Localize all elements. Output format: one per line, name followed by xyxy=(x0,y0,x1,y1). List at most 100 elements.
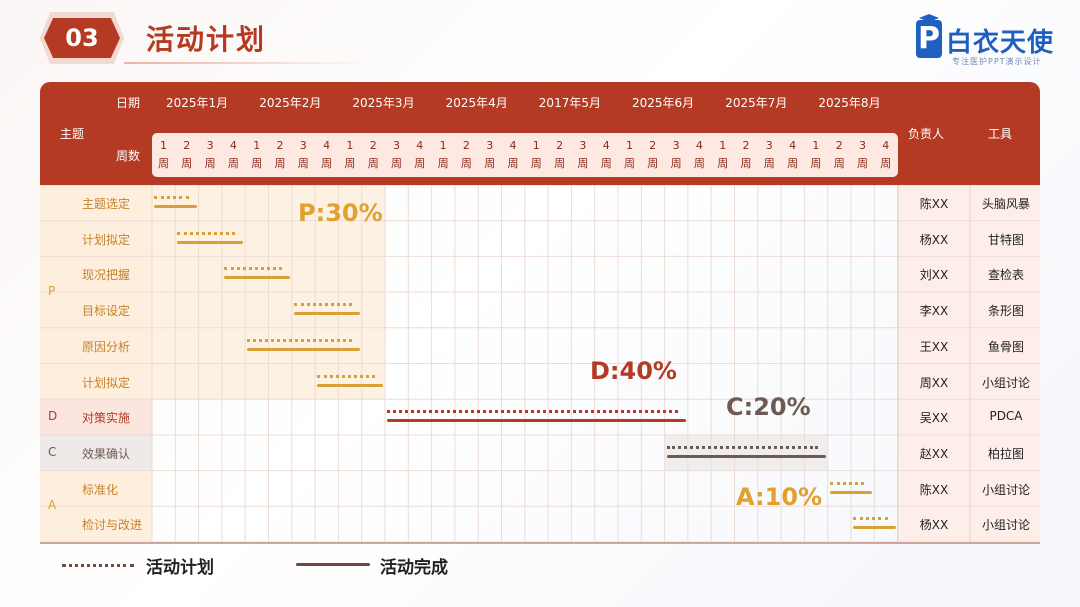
owner-cell: 陈XX xyxy=(919,197,949,211)
row-label-bg xyxy=(40,220,152,257)
legend-plan-label: 活动计划 xyxy=(146,558,214,578)
done-bar xyxy=(293,312,360,316)
brand-logo: P 白衣天使 专注医护PPT演示设计 xyxy=(916,14,1066,70)
week-unit: 周 xyxy=(787,157,799,170)
phase-label: D xyxy=(48,409,58,424)
week-number: 3 xyxy=(393,139,400,152)
week-number: 1 xyxy=(160,139,167,152)
week-unit: 周 xyxy=(460,157,472,170)
row-right-bg xyxy=(898,363,1040,400)
row-label-bg xyxy=(40,399,152,435)
month-label: 2025年1月 xyxy=(166,96,229,110)
tool-cell: PDCA xyxy=(989,409,1023,424)
month-label: 2025年6月 xyxy=(632,96,695,110)
table-bottom-border xyxy=(40,542,1040,544)
phase-label: P xyxy=(48,284,56,299)
plan-bar xyxy=(666,445,818,449)
owner-cell: 吴XX xyxy=(919,411,949,426)
owner-cell: 杨XX xyxy=(919,518,949,533)
week-number: 1 xyxy=(532,139,540,152)
week-header: 周数 xyxy=(116,149,141,163)
task-name: 计划拟定 xyxy=(82,232,131,247)
week-unit: 周 xyxy=(437,157,449,170)
week-number: 4 xyxy=(416,139,424,152)
week-unit: 周 xyxy=(763,157,775,170)
week-unit: 周 xyxy=(880,157,892,170)
task-name: 检讨与改进 xyxy=(82,518,143,533)
owner-cell: 周XX xyxy=(919,375,949,390)
week-number: 2 xyxy=(742,139,750,152)
owner-cell: 陈XX xyxy=(919,482,949,497)
phase-percentage: D:40% xyxy=(590,357,677,385)
week-unit: 周 xyxy=(251,157,263,170)
row-label-bg xyxy=(40,327,152,364)
row-right-bg xyxy=(898,399,1040,435)
task-name: 主题选定 xyxy=(82,197,131,211)
month-label: 2025年2月 xyxy=(259,96,322,110)
week-number: 4 xyxy=(602,139,610,152)
tool-cell: 头脑风暴 xyxy=(981,197,1030,211)
phase-percentage: P:30% xyxy=(298,199,383,227)
row-right-bg xyxy=(898,185,1040,221)
month-label: 2017年5月 xyxy=(538,96,601,110)
week-unit: 周 xyxy=(693,157,705,170)
nurse-cap-icon xyxy=(919,14,939,22)
tool-header: 工具 xyxy=(988,127,1013,141)
week-number: 3 xyxy=(486,139,494,152)
phase-label: A xyxy=(48,498,57,513)
week-number: 2 xyxy=(649,139,657,152)
week-number: 1 xyxy=(626,139,633,152)
week-unit: 周 xyxy=(670,157,682,170)
week-number: 3 xyxy=(859,139,866,152)
tool-cell: 小组讨论 xyxy=(981,482,1030,497)
row-label-bg xyxy=(40,434,152,471)
week-number: 2 xyxy=(835,139,843,152)
task-name: 原因分析 xyxy=(82,339,131,354)
week-number: 2 xyxy=(369,139,377,152)
legend-plan-line xyxy=(62,564,134,567)
week-unit: 周 xyxy=(414,157,426,170)
week-unit: 周 xyxy=(624,157,635,170)
week-number: 1 xyxy=(346,139,354,152)
row-label-bg xyxy=(40,470,152,507)
logo-subtitle: 专注医护PPT演示设计 xyxy=(952,57,1042,66)
task-name: 计划拟定 xyxy=(82,375,131,390)
week-unit: 周 xyxy=(321,157,333,170)
week-number: 3 xyxy=(299,139,307,152)
week-number: 4 xyxy=(323,139,331,152)
phase-label: C xyxy=(48,444,57,459)
owner-cell: 刘XX xyxy=(919,268,949,283)
row-right-bg xyxy=(898,434,1040,471)
week-number: 4 xyxy=(882,139,890,152)
week-number: 2 xyxy=(276,139,284,152)
done-bar xyxy=(829,490,873,494)
tool-cell: 查检表 xyxy=(987,268,1024,283)
plan-bar xyxy=(154,196,189,199)
week-unit: 周 xyxy=(507,157,519,170)
page-title: 活动计划 xyxy=(146,23,267,56)
plan-bar xyxy=(829,481,865,485)
week-unit: 周 xyxy=(577,157,589,170)
plan-bar xyxy=(387,410,678,414)
week-unit: 周 xyxy=(857,157,868,170)
legend-done-label: 活动完成 xyxy=(380,558,448,578)
week-number: 3 xyxy=(579,139,587,152)
logo-letter: P xyxy=(916,20,942,58)
